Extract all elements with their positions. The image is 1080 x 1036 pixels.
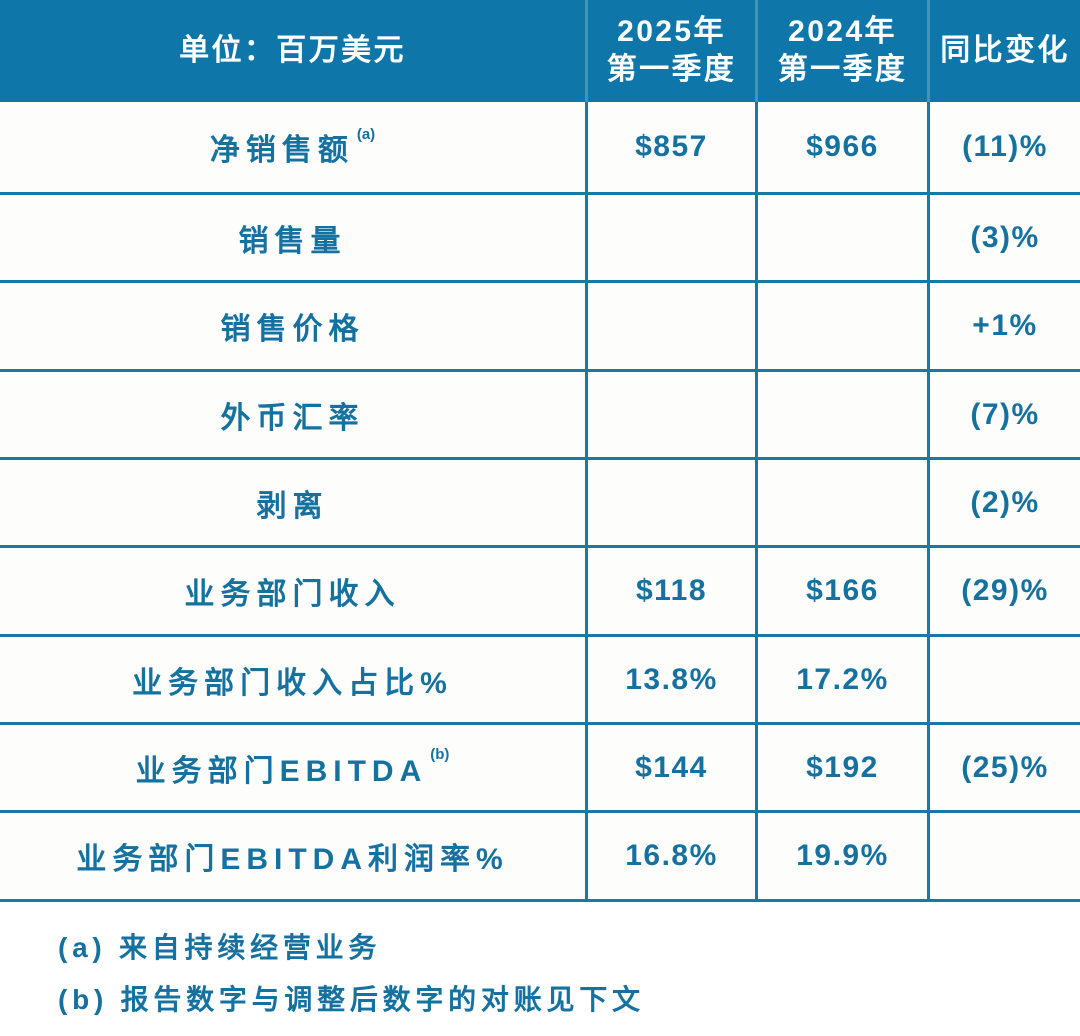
yoy-segment-income: (29)% — [927, 548, 1080, 637]
value-2025-segment-ebitda: $144 — [585, 725, 755, 813]
row-label-segment-ebitda: 业务部门EBITDA (b) — [0, 725, 585, 813]
row-label-sales-price: 销售价格 — [0, 283, 585, 372]
footnote-b: (b) 报告数字与调整后数字的对账见下文 — [58, 984, 645, 1015]
value-2024-segment-income: $166 — [755, 548, 927, 637]
yoy-sales-volume: (3)% — [927, 195, 1080, 283]
value-2024-segment-income-pct: 17.2% — [755, 637, 927, 725]
col-header-yoy-change: 同比变化 — [927, 0, 1080, 102]
value-2025-segment-ebitda-margin: 16.8% — [585, 813, 755, 902]
value-2025-divestiture — [585, 460, 755, 548]
yoy-divestiture: (2)% — [927, 460, 1080, 548]
row-label-net-sales: 净销售额 (a) — [0, 102, 585, 195]
value-2024-sales-volume — [755, 195, 927, 283]
value-2024-segment-ebitda: $192 — [755, 725, 927, 813]
col-header-2025-q1: 2025年 第一季度 — [585, 0, 755, 102]
row-label-text: 业务部门EBITDA利润率% — [76, 843, 509, 876]
row-label-divestiture: 剥离 — [0, 460, 585, 548]
financial-table: 单位：百万美元 2025年 第一季度 2024年 第一季度 同比变化 净销售额(… — [0, 0, 1080, 902]
row-label-text: 业务部门收入占比% — [132, 666, 453, 700]
footnote-marker-a: (a) — [356, 125, 376, 143]
value-2025-fx-rate — [585, 372, 755, 460]
unit-label: 单位：百万美元 — [179, 34, 406, 67]
yoy-header-label: 同比变化 — [940, 34, 1070, 67]
yoy-net-sales: (11)% — [927, 102, 1080, 195]
yoy-fx-rate: (7)% — [927, 372, 1080, 460]
value-2025-segment-income: $118 — [585, 548, 755, 637]
value-2025-sales-price — [585, 283, 755, 372]
row-label-text: 业务部门收入 — [184, 578, 401, 611]
value-2024-sales-price — [755, 283, 927, 372]
row-label-text: 净销售额 — [209, 134, 354, 167]
footnotes: (a) 来自持续经营业务 (b) 报告数字与调整后数字的对账见下文 — [58, 922, 1080, 1026]
col-header-2024-line1: 2024年 — [788, 15, 897, 48]
col-header-2025-line2: 第一季度 — [606, 53, 737, 86]
yoy-segment-ebitda-margin — [927, 813, 1080, 902]
row-label-segment-ebitda-margin: 业务部门EBITDA利润率% — [0, 813, 585, 902]
col-header-2024-line2: 第一季度 — [777, 53, 908, 86]
row-label-segment-income-pct: 业务部门收入占比% — [0, 637, 585, 725]
row-label-text: 销售量 — [238, 224, 347, 258]
row-label-segment-income: 业务部门收入 — [0, 548, 585, 637]
row-label-text: 剥离 — [256, 489, 329, 523]
row-label-sales-volume: 销售量 — [0, 195, 585, 283]
value-2024-divestiture — [755, 460, 927, 548]
row-label-text: 外币汇率 — [220, 401, 365, 435]
value-2024-segment-ebitda-margin: 19.9% — [755, 813, 927, 902]
value-2025-sales-volume — [585, 195, 755, 283]
row-label-text: 销售价格 — [220, 313, 365, 346]
yoy-segment-ebitda: (25)% — [927, 725, 1080, 813]
footnote-a: (a) 来自持续经营业务 — [58, 932, 382, 963]
col-header-2024-q1: 2024年 第一季度 — [755, 0, 927, 102]
row-label-fx-rate: 外币汇率 — [0, 372, 585, 460]
value-2025-net-sales: $857 — [585, 102, 755, 195]
footnote-marker-b: (b) — [430, 746, 450, 763]
col-header-unit: 单位：百万美元 — [0, 0, 585, 102]
row-label-text: 业务部门EBITDA — [135, 754, 428, 788]
value-2024-net-sales: $966 — [755, 102, 927, 195]
yoy-sales-price: +1% — [927, 283, 1080, 372]
col-header-2025-line1: 2025年 — [617, 15, 726, 48]
yoy-segment-income-pct — [927, 637, 1080, 725]
value-2024-fx-rate — [755, 372, 927, 460]
value-2025-segment-income-pct: 13.8% — [585, 637, 755, 725]
